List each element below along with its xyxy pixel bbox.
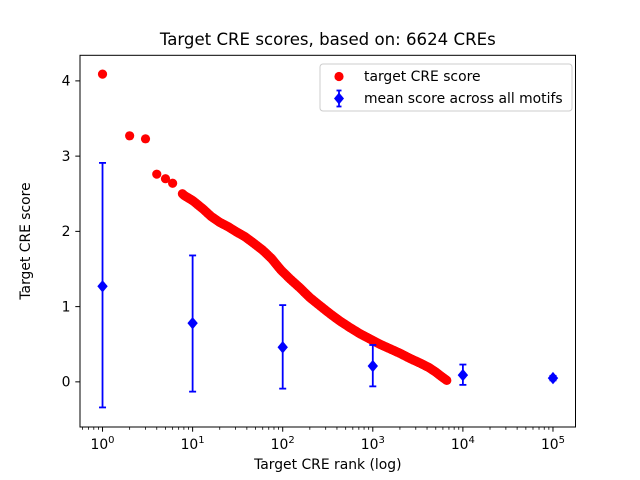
x-tick-label: 102 [271, 435, 295, 453]
target-score-point [125, 131, 135, 141]
target-score-point [140, 134, 151, 144]
legend-label-mean-score: mean score across all motifs [364, 91, 563, 107]
x-tick-label: 103 [361, 435, 385, 453]
x-tick-label: 101 [181, 435, 205, 453]
mean-score-point [187, 254, 198, 393]
axes-frame [79, 54, 576, 428]
target-score-point [97, 69, 108, 79]
mean-score-series [97, 161, 559, 409]
x-tick-label: 104 [451, 435, 475, 453]
target-score-series [97, 69, 452, 385]
target-score-point [152, 169, 162, 179]
legend-label-target-score: target CRE score [364, 69, 481, 85]
legend: target CRE score mean score across all m… [319, 63, 573, 112]
chart-title: Target CRE scores, based on: 6624 CREs [159, 30, 496, 49]
legend-mean-score-marker-icon [334, 89, 344, 108]
y-tick-label: 2 [62, 224, 71, 240]
y-tick-label: 0 [62, 375, 71, 391]
legend-box [319, 63, 573, 112]
mean-score-point [277, 304, 288, 390]
axes: 0 1 2 3 4 100 101 102 103 104 105 [62, 54, 576, 453]
x-tick-label: 100 [90, 435, 114, 453]
y-tick-label: 4 [62, 74, 71, 90]
target-score-point [160, 174, 171, 184]
y-tick-label: 3 [62, 149, 71, 165]
target-score-point [168, 178, 178, 188]
x-tick-label: 105 [541, 435, 565, 453]
mean-score-point [97, 161, 108, 409]
mean-score-point [547, 371, 559, 385]
mean-score-point [367, 344, 378, 388]
legend-target-score-marker-icon [334, 71, 344, 82]
y-axis-label: Target CRE score [18, 182, 34, 300]
mean-score-point [457, 363, 469, 386]
y-tick-label: 1 [62, 299, 71, 315]
x-axis-label: Target CRE rank (log) [253, 457, 401, 473]
